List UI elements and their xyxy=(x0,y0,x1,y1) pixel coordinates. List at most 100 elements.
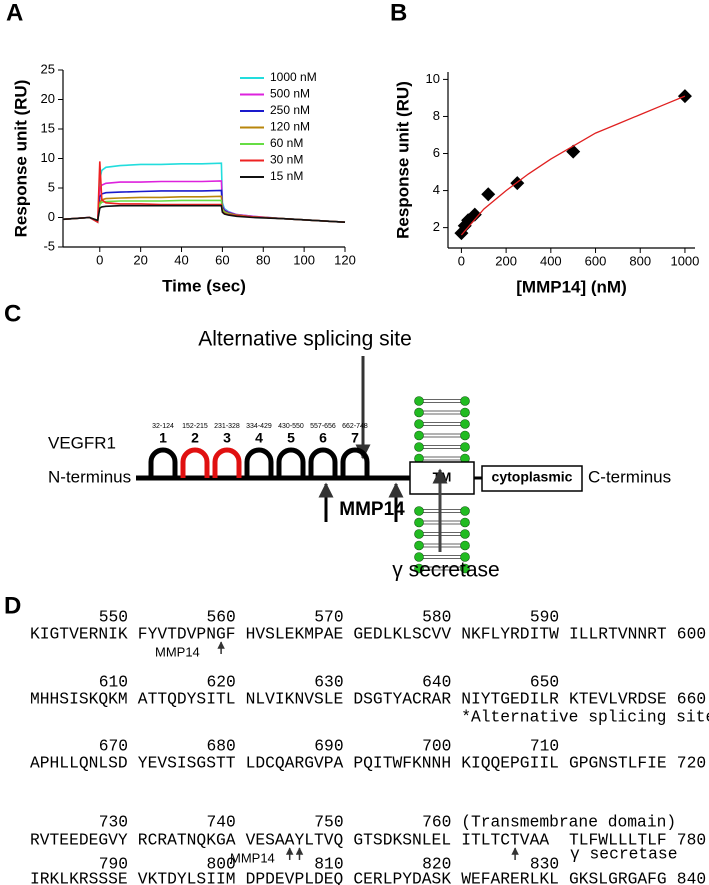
fit-line xyxy=(460,95,686,236)
sequence-group: RVTEEDEGVY xyxy=(30,830,128,849)
legend-label: 500 nM xyxy=(270,87,310,101)
data-point xyxy=(481,187,496,202)
sequence-group: GKSLGRGAFG xyxy=(569,869,667,885)
cytoplasmic-box xyxy=(481,465,583,492)
site-label: *Alternative splicing site* xyxy=(461,707,709,726)
x-tick-label: 100 xyxy=(293,252,315,267)
x-axis-label: Time (sec) xyxy=(162,276,246,295)
x-tick-label: 400 xyxy=(540,253,562,268)
ig-domain xyxy=(244,447,274,478)
domain-range: 557-656 xyxy=(310,423,336,430)
panel-label: D xyxy=(4,592,21,619)
legend-label: 1000 nM xyxy=(270,70,317,84)
lipid-head xyxy=(414,430,424,441)
lipid-head xyxy=(460,506,470,516)
panel-label: B xyxy=(390,0,407,26)
x-tick-label: 80 xyxy=(256,252,270,267)
sequence-group: FYVTDVPNGF xyxy=(138,624,236,643)
residue-number: 730 xyxy=(99,812,128,831)
domain-number: 3 xyxy=(223,430,231,446)
domain-number: 1 xyxy=(159,430,167,446)
series-line xyxy=(62,199,346,223)
residue-number: 800 xyxy=(206,854,235,873)
domain-range: 430-550 xyxy=(278,423,304,430)
y-tick-label: 10 xyxy=(426,71,440,86)
lipid-head xyxy=(460,396,470,406)
residue-number: 550 xyxy=(99,607,128,626)
lipid-head xyxy=(414,529,424,539)
y-tick-label: 10 xyxy=(41,150,55,165)
residue-number: 640 xyxy=(422,672,451,691)
y-tick-label: 5 xyxy=(48,179,55,194)
residue-number: 810 xyxy=(314,854,343,873)
y-tick-label: 15 xyxy=(41,120,55,135)
lipid-head xyxy=(460,419,470,429)
domain-number: 7 xyxy=(351,430,359,446)
residue-number: 580 xyxy=(422,607,451,626)
ig-domain xyxy=(308,447,338,478)
site-label: MMP14 xyxy=(155,644,200,659)
y-tick-label: 25 xyxy=(41,61,55,76)
lipid-head xyxy=(460,407,470,418)
y-tick-label: -5 xyxy=(43,238,55,253)
y-tick-label: 20 xyxy=(41,91,55,106)
x-tick-label: 600 xyxy=(585,253,607,268)
splicing-label: Alternative splicing site xyxy=(198,328,412,351)
sequence-group: RCRATNQKGA xyxy=(138,830,236,849)
residue-number: 590 xyxy=(530,607,559,626)
lipid-head xyxy=(414,552,424,562)
lipid-head xyxy=(414,419,424,429)
residue-number: 600 xyxy=(677,624,706,643)
y-axis-label: Response unit (RU) xyxy=(11,80,30,238)
residue-number: 660 xyxy=(677,689,706,708)
series-line xyxy=(62,204,346,223)
cleavage-label: MMP14 xyxy=(339,499,405,520)
lipid-head xyxy=(414,396,424,406)
ig-domain xyxy=(180,447,210,478)
residue-number: 620 xyxy=(206,672,235,691)
legend-label: 60 nM xyxy=(270,136,303,150)
residue-number: 710 xyxy=(530,736,559,755)
sequence-group: GPGNSTLFIE xyxy=(569,753,667,772)
x-tick-label: 60 xyxy=(215,252,229,267)
legend-label: 30 nM xyxy=(270,153,303,167)
y-tick-label: 2 xyxy=(433,219,440,234)
residue-number: 720 xyxy=(677,753,706,772)
sequence-group: NKFLYRDITW xyxy=(461,624,559,643)
y-tick-label: 6 xyxy=(433,145,440,160)
residue-number: 700 xyxy=(422,736,451,755)
y-tick-label: 8 xyxy=(433,108,440,123)
legend-label: 250 nM xyxy=(270,103,310,117)
sequence-group: IRKLKRSSSE xyxy=(30,869,128,885)
lipid-head xyxy=(460,529,470,539)
lipid-head xyxy=(460,552,470,562)
sequence-group: MHHSISKQKM xyxy=(30,689,128,708)
sequence-group: NLVIKNVSLE xyxy=(246,689,344,708)
sequence-group: DPDEVPLDEQ xyxy=(246,869,344,885)
residue-number: 840 xyxy=(677,869,706,885)
domain-range: 231-328 xyxy=(214,423,240,430)
residue-number: 760 xyxy=(422,812,451,831)
lipid-head xyxy=(414,563,424,574)
tm-label: TM xyxy=(433,469,452,484)
domain-range: 32-124 xyxy=(152,423,174,430)
lipid-head xyxy=(414,407,424,418)
sequence-group: GEDLKLSCVV xyxy=(353,624,451,643)
ig-domain xyxy=(276,447,306,478)
domain-number: 6 xyxy=(319,430,327,446)
lipid-head xyxy=(460,442,470,452)
sequence-group: APHLLQNLSD xyxy=(30,753,128,772)
sequence-group: ILLRTVNNRT xyxy=(569,624,667,643)
residue-number: 740 xyxy=(206,812,235,831)
x-tick-label: 20 xyxy=(133,252,147,267)
residue-number: 680 xyxy=(206,736,235,755)
x-tick-label: 0 xyxy=(96,252,103,267)
data-point xyxy=(467,207,482,222)
lipid-head xyxy=(460,540,470,551)
domain-number: 4 xyxy=(255,430,263,446)
lipid-head xyxy=(460,430,470,441)
sequence-group: PQITWFKNNH xyxy=(353,753,451,772)
residue-number: 790 xyxy=(99,854,128,873)
panel-label: C xyxy=(4,300,21,327)
